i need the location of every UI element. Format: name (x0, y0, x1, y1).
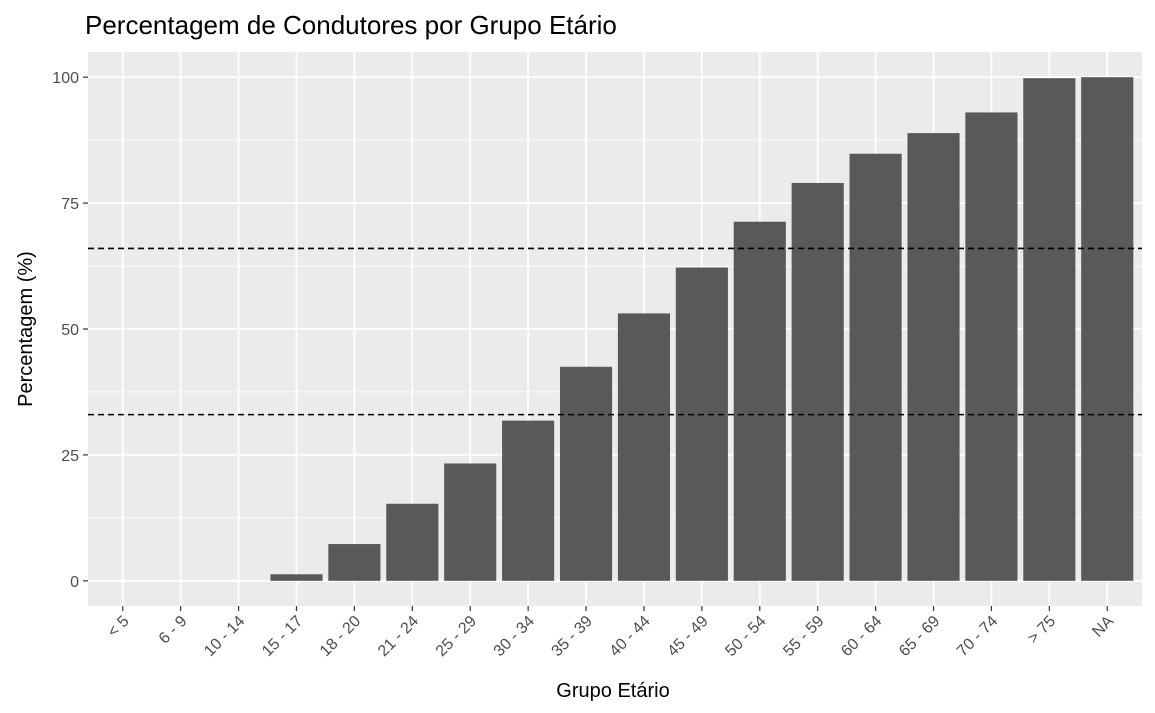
bar (849, 153, 902, 581)
bar (559, 366, 613, 581)
x-tick-label: 15 - 17 (259, 613, 306, 660)
x-tick-label: 6 - 9 (156, 613, 191, 648)
bar (386, 503, 439, 581)
reference-lines (88, 247, 1142, 416)
x-tick-label: 10 - 14 (201, 613, 248, 660)
x-tick-label: NA (1089, 613, 1117, 641)
y-axis: 0 25 50 75 100 (52, 70, 88, 591)
bar (1023, 78, 1076, 581)
y-tick-label: 100 (52, 70, 79, 87)
y-tick-label: 75 (61, 196, 79, 213)
bar (733, 221, 786, 581)
x-tick-label: > 75 (1025, 613, 1059, 647)
x-tick-label: 65 - 69 (896, 613, 943, 660)
y-tick-label: 50 (61, 322, 79, 339)
bar (270, 574, 323, 581)
x-tick-label: < 5 (105, 613, 133, 641)
x-tick-label: 18 - 20 (317, 613, 364, 660)
bar (1081, 77, 1134, 581)
bar (791, 182, 844, 581)
bar (965, 112, 1018, 581)
x-tick-label: 25 - 29 (433, 613, 480, 660)
bar (617, 313, 671, 581)
x-axis-title: Grupo Etário (556, 680, 669, 702)
x-tick-label: 30 - 34 (491, 613, 538, 660)
bar (502, 420, 555, 581)
bar (675, 267, 728, 581)
x-tick-label: 55 - 59 (780, 613, 827, 660)
x-tick-label: 60 - 64 (838, 613, 885, 660)
x-tick-label: 45 - 49 (664, 613, 711, 660)
chart-title: Percentagem de Condutores por Grupo Etár… (85, 10, 617, 40)
bar (907, 133, 960, 581)
bar (444, 463, 497, 581)
x-tick-label: 70 - 74 (954, 613, 1001, 660)
x-tick-label: 21 - 24 (375, 613, 422, 660)
x-tick-label: 50 - 54 (722, 613, 769, 660)
bar (328, 544, 381, 581)
x-tick-label: 35 - 39 (549, 613, 596, 660)
bars (270, 77, 1134, 581)
y-tick-label: 25 (61, 448, 79, 465)
x-axis: < 5 6 - 9 10 - 14 15 - 17 18 - 20 21 - 24 25 -… (105, 606, 1117, 660)
y-axis-title: Percentagem (%) (15, 251, 37, 407)
x-tick-label: 40 - 44 (607, 613, 654, 660)
y-tick-label: 0 (70, 574, 79, 591)
